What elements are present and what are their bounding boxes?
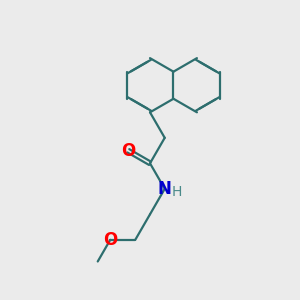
Text: O: O bbox=[121, 142, 136, 160]
Text: N: N bbox=[158, 180, 172, 198]
Text: H: H bbox=[172, 185, 182, 199]
Text: O: O bbox=[103, 231, 117, 249]
